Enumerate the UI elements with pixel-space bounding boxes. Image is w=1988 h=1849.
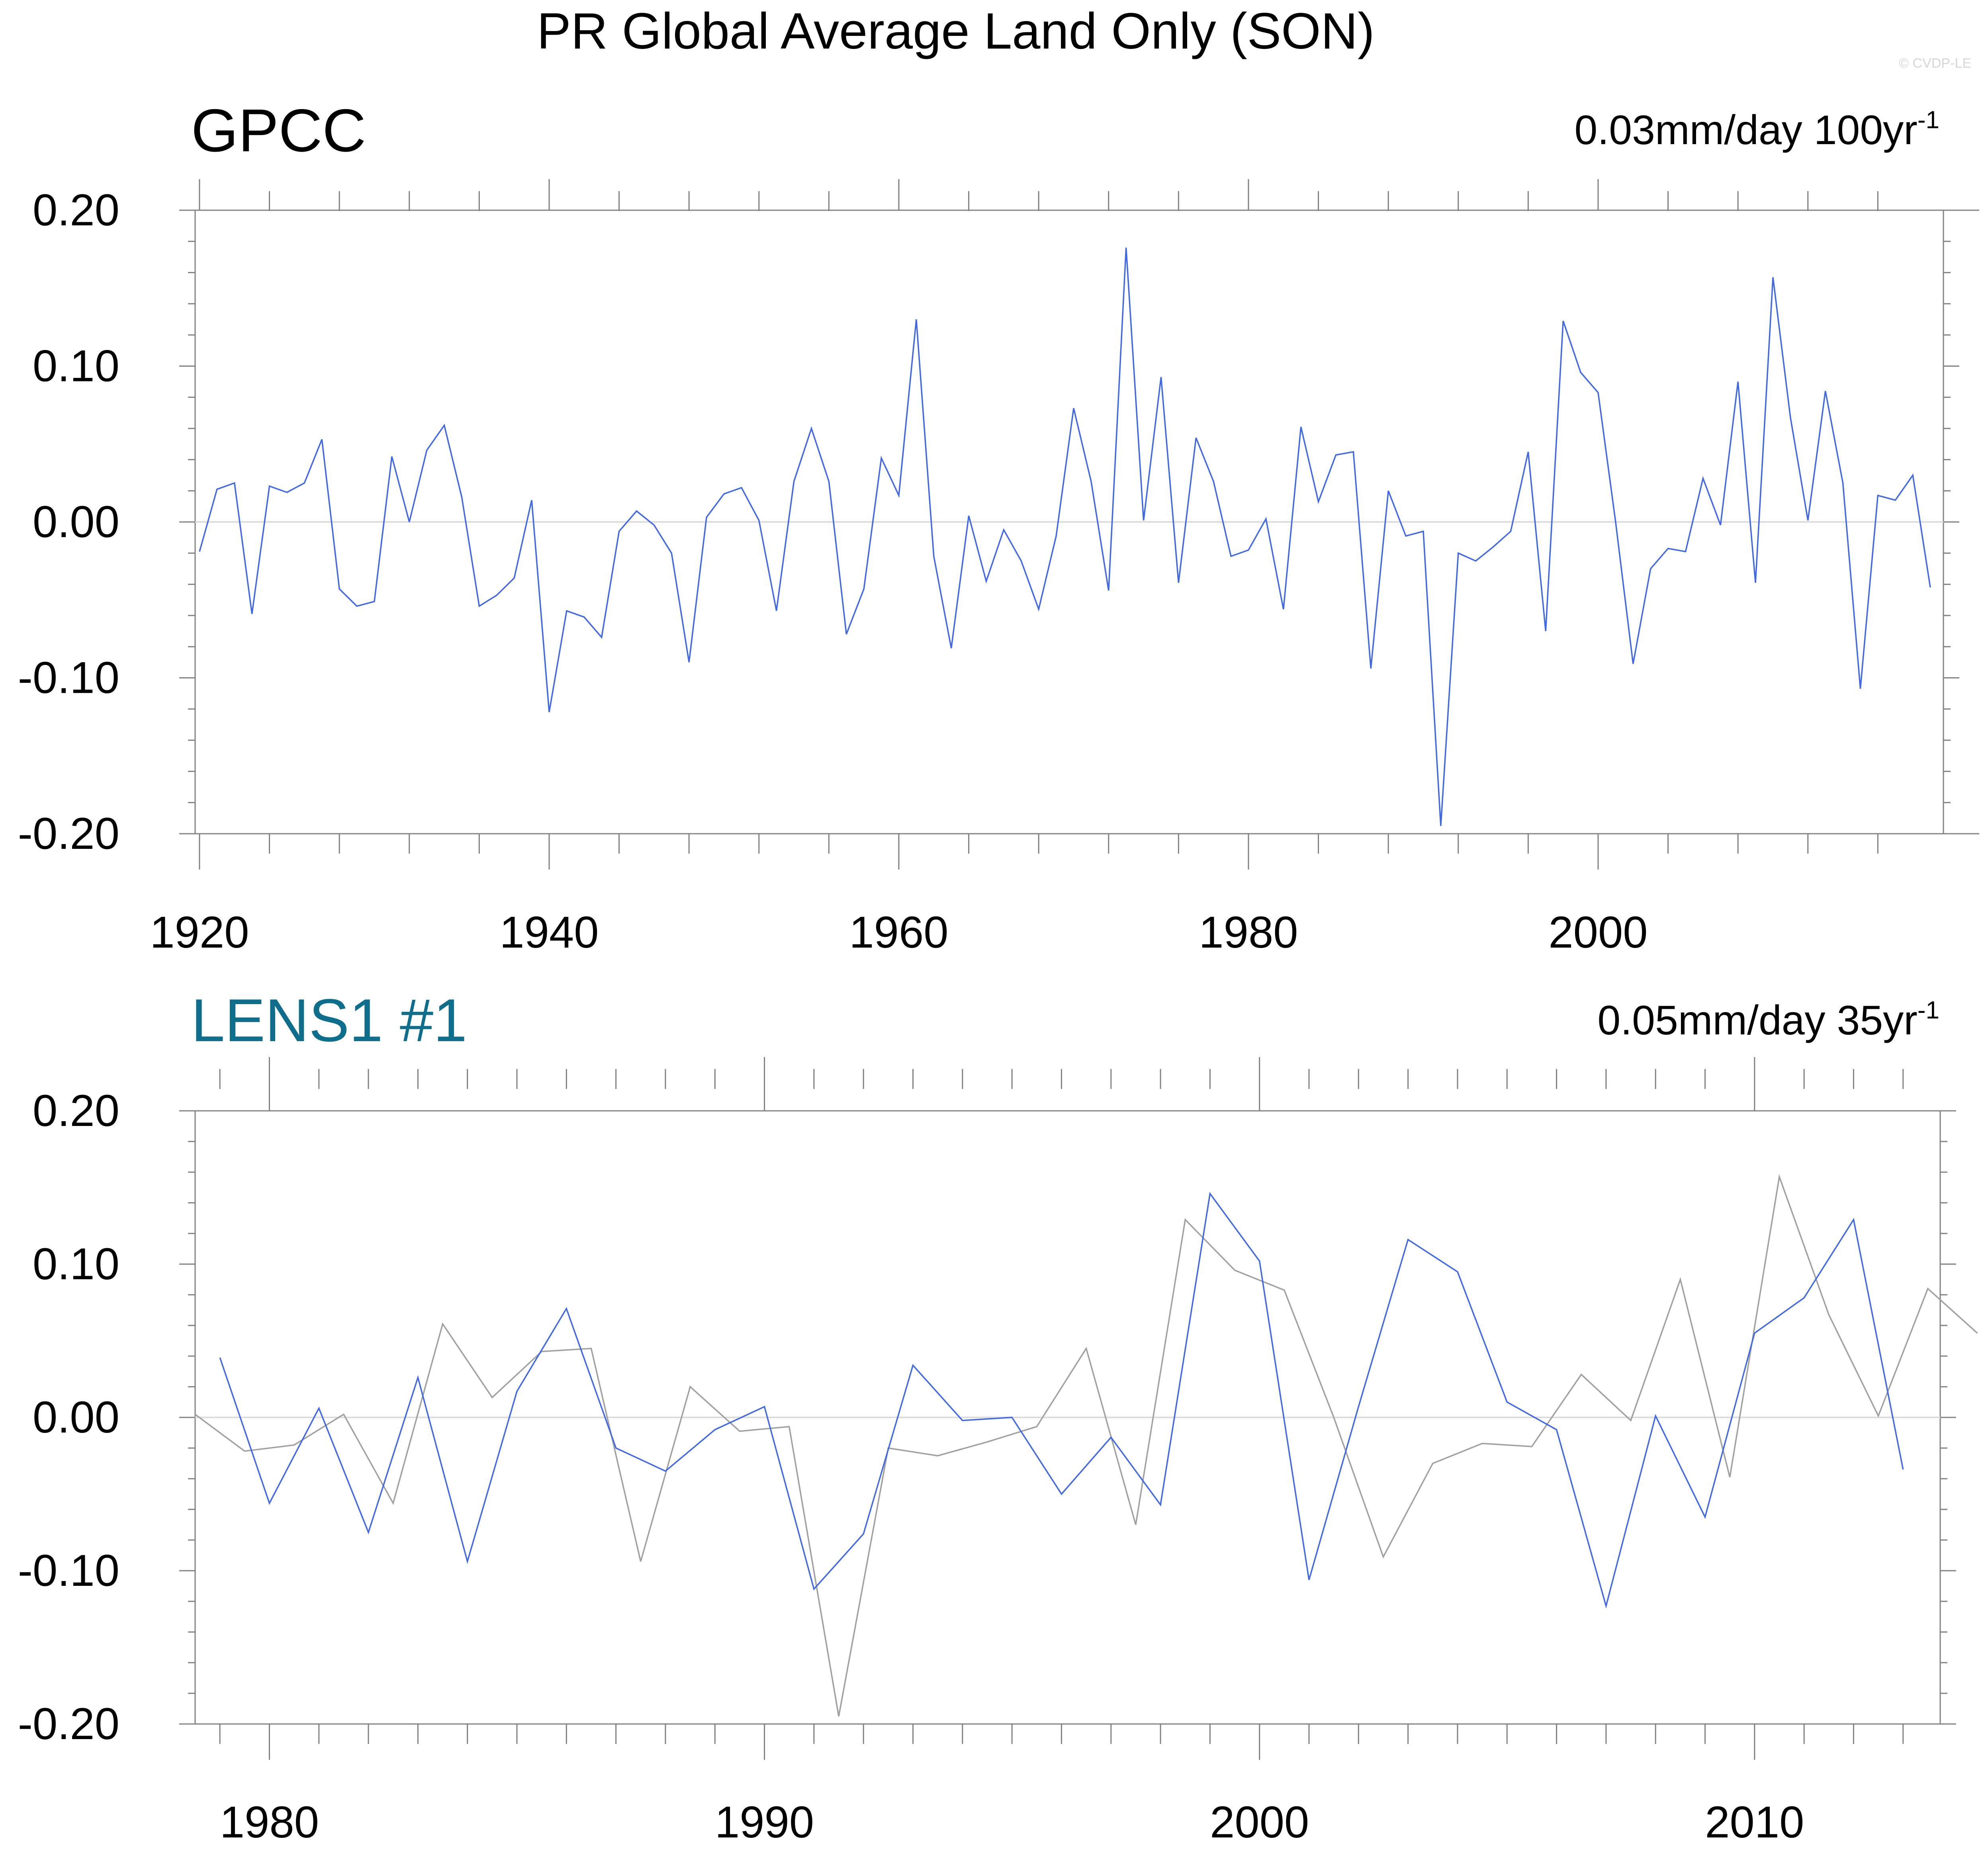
watermark: © CVDP-LE [1899,56,1971,71]
panel2-series-observations-line [194,1174,1978,1717]
panel1-y-tick-label: -0.10 [18,653,119,703]
panel2-plot: 0.20 0.10 0.00 -0.10 -0.20 1980 1990 2000 2010 [18,1057,1978,1847]
panel2-trend-value: 0.05mm/day 35yr [1597,997,1917,1044]
panel1-trend-exponent: -1 [1918,106,1939,134]
panel2-x-tick-label: 2000 [1210,1797,1309,1847]
panel2-x-tick-label: 1990 [715,1797,814,1847]
panel2-title: LENS1 #1 [191,987,467,1054]
main-title: PR Global Average Land Only (SON) [537,3,1375,60]
panel1-trend-value: 0.03mm/day 100yr [1575,107,1918,153]
panel1-x-tick-label: 1940 [499,907,599,957]
panel2-y-tick-label: 0.10 [33,1239,119,1289]
panel1-trend: 0.03mm/day 100yr-1 [1575,106,1939,153]
panel1-x-tick-label: 2000 [1548,907,1648,957]
panel1-y-tick-label: 0.00 [33,497,119,547]
panel1-x-tick-label: 1920 [150,907,249,957]
panel1-y-tick-label: 0.20 [33,185,119,235]
panel1-series-line-line [199,247,1931,826]
panel2-y-tick-label: -0.10 [18,1546,119,1595]
panel1-y-tick-label: -0.20 [18,809,119,858]
panel1-title: GPCC [191,97,366,164]
panel1-y-tick-label: 0.10 [33,341,119,391]
panel2-x-tick-label: 2010 [1705,1797,1804,1847]
panel1-x-tick-label: 1980 [1199,907,1298,957]
panel2-trend-exponent: -1 [1918,997,1939,1024]
panel1-plot: 0.20 0.10 0.00 -0.10 -0.20 1920 1940 1960 1980 20… [18,179,1979,957]
panel2-series-model-line [219,1192,1904,1609]
panel2-trend: 0.05mm/day 35yr-1 [1597,997,1939,1044]
panel2-y-tick-label: 0.20 [33,1086,119,1136]
panel2-y-tick-label: -0.20 [18,1699,119,1749]
panel1-x-tick-label: 1960 [849,907,948,957]
panel2-y-tick-label: 0.00 [33,1392,119,1442]
panel2-x-tick-label: 1980 [220,1797,319,1847]
